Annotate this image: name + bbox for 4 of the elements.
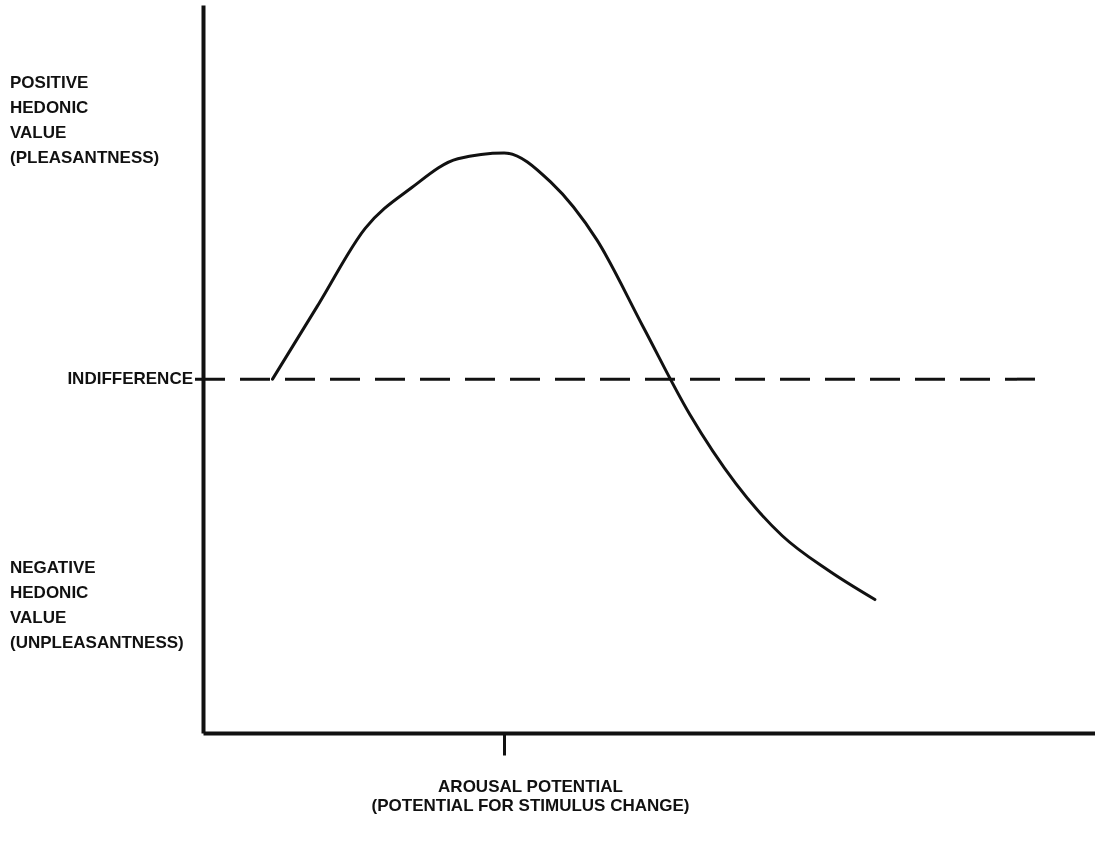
x-axis-title: AROUSAL POTENTIAL (POTENTIAL FOR STIMULUS CHANGE) [371, 777, 690, 815]
ref-line-label: INDIFFERENCE [67, 369, 193, 389]
text: NEGATIVE HEDONIC VALUE (UNPLEASANTNESS) [10, 558, 184, 652]
text: POSITIVE HEDONIC VALUE (PLEASANTNESS) [10, 73, 160, 167]
